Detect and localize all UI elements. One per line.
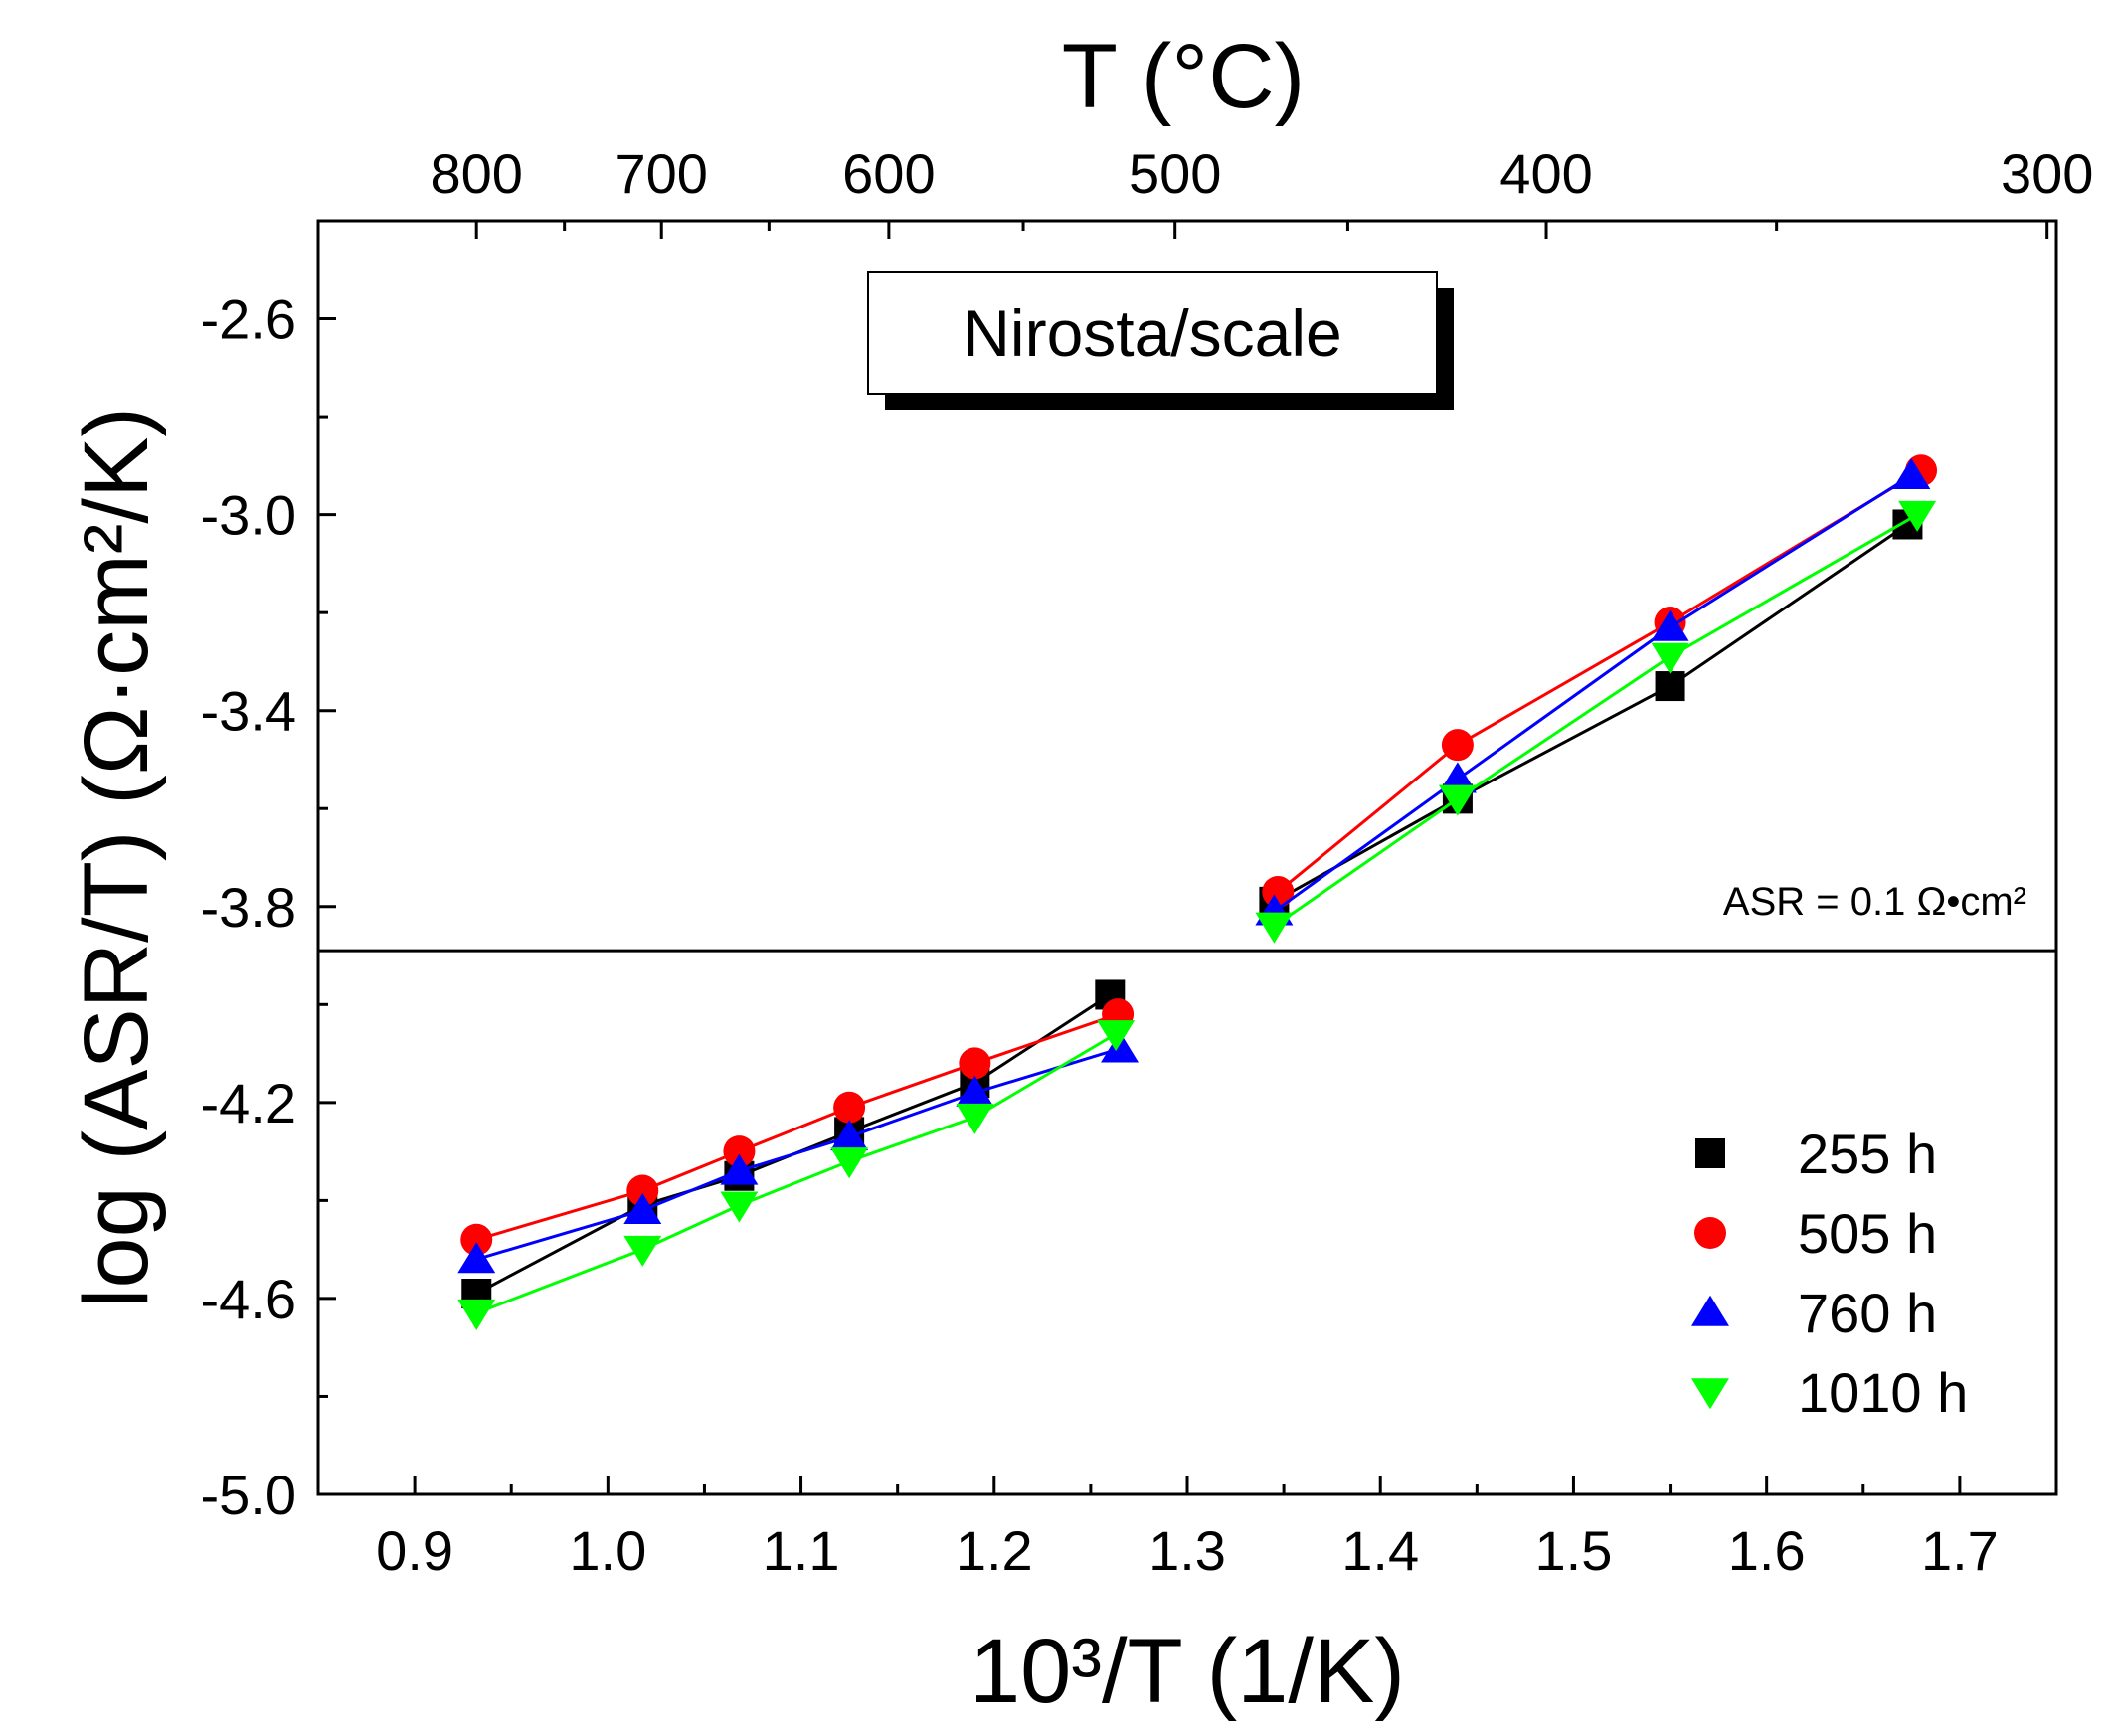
y-tick-label: -4.2 [201, 1072, 297, 1134]
x-tick-label: 1.0 [569, 1519, 646, 1582]
y-tick-label: -2.6 [201, 288, 297, 351]
data-point [457, 1299, 496, 1330]
data-point [626, 1174, 659, 1207]
y-tick-label: -3.0 [201, 484, 297, 547]
annotation-group: Nirosta/scale [867, 271, 1454, 410]
data-point [956, 1075, 994, 1107]
legend-label: 760 h [1798, 1282, 1937, 1344]
y-tick-label: -3.8 [201, 876, 297, 939]
series-255-h [461, 509, 1923, 1308]
top-axis-title: T (°C) [1062, 26, 1306, 127]
data-point [833, 1091, 866, 1124]
x-tick-label: 1.4 [1341, 1519, 1419, 1582]
top-tick-label: 800 [430, 142, 522, 205]
top-tick-label: 300 [2001, 142, 2093, 205]
legend-label: 255 h [1798, 1123, 1937, 1185]
series-1010-h [457, 500, 1937, 1330]
data-point [959, 1047, 991, 1080]
plot-frame [316, 219, 2058, 1496]
y-tick-label: -4.6 [201, 1268, 297, 1330]
data-point [1892, 457, 1931, 489]
data-point [1651, 609, 1689, 641]
data-point [830, 1147, 869, 1179]
data-point [1651, 642, 1689, 674]
data-point [1262, 875, 1295, 908]
series-group [457, 454, 1938, 1330]
series-line [1273, 513, 1918, 928]
data-point [623, 1192, 662, 1225]
x-tick-label: 1.1 [763, 1519, 840, 1582]
data-point [457, 1242, 496, 1274]
series-line [475, 1012, 1119, 1242]
legend-label: 505 h [1798, 1202, 1937, 1265]
reference-line-label: ASR = 0.1 Ω•cm² [1723, 880, 2026, 924]
x-tick-label: 1.5 [1535, 1519, 1613, 1582]
top-tick-label: 600 [842, 142, 935, 205]
x-tick-label: 1.3 [1148, 1519, 1226, 1582]
legend: 255 h 505 h 760 h 1010 h [1691, 1123, 1968, 1424]
x-axis-title: 10³/T (1/K) [969, 1621, 1405, 1722]
top-tick-label: 500 [1129, 142, 1221, 205]
data-point [1898, 500, 1937, 532]
series-505-h [460, 454, 1938, 1256]
series-line [475, 1032, 1117, 1315]
legend-marker [1695, 1138, 1725, 1168]
legend-label: 1010 h [1798, 1361, 1968, 1424]
data-point [1255, 912, 1294, 944]
reference-line-group: ASR = 0.1 Ω•cm² [318, 880, 2056, 953]
data-point [1438, 784, 1477, 816]
data-point [1441, 729, 1474, 762]
series-line [475, 1047, 1121, 1261]
data-point [720, 1153, 759, 1185]
x-tick-label: 1.2 [956, 1519, 1033, 1582]
data-point [1101, 1031, 1139, 1063]
annotation-box-label: Nirosta/scale [963, 296, 1341, 370]
x-tick-label: 1.7 [1921, 1519, 1999, 1582]
series-line [1273, 473, 1913, 913]
data-point [720, 1191, 759, 1223]
top-tick-label: 400 [1499, 142, 1592, 205]
legend-marker [1694, 1217, 1726, 1249]
data-point [623, 1235, 662, 1267]
data-point [1655, 671, 1685, 702]
series-line [1277, 468, 1922, 894]
x-tick-label: 0.9 [376, 1519, 453, 1582]
data-point [1097, 1020, 1136, 1052]
y-axis-title: log (ASR/T) (Ω·cm²/K) [66, 407, 167, 1308]
legend-marker [1691, 1295, 1729, 1326]
data-point [460, 1223, 493, 1256]
legend-marker [1691, 1378, 1729, 1410]
series-line [475, 993, 1112, 1296]
series-line [1273, 523, 1909, 904]
data-point [723, 1135, 756, 1168]
y-tick-label: -3.4 [201, 680, 297, 743]
top-tick-label: 700 [616, 142, 708, 205]
y-tick-label: -5.0 [201, 1464, 297, 1526]
x-tick-label: 1.6 [1728, 1519, 1806, 1582]
data-point [830, 1120, 869, 1151]
data-point [956, 1103, 994, 1134]
annotation-box [867, 271, 1438, 395]
axes-group: 0.9 1.0 1.1 1.2 1.3 1.4 1.5 1.6 1.7 -5.0 -4.6 -4.2 -… [66, 26, 2093, 1722]
